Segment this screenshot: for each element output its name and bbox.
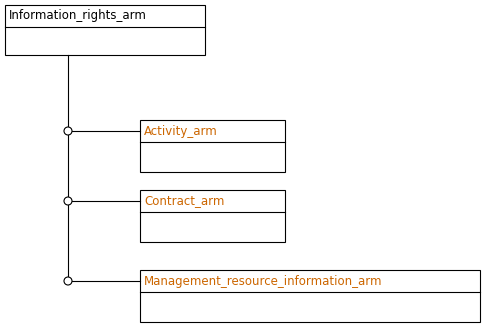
Text: Information_rights_arm: Information_rights_arm — [9, 10, 147, 22]
Bar — [5, 5, 205, 55]
Bar — [140, 120, 285, 172]
Circle shape — [64, 277, 72, 285]
Circle shape — [64, 127, 72, 135]
Bar — [140, 190, 285, 242]
Text: Activity_arm: Activity_arm — [144, 124, 218, 138]
Text: Management_resource_information_arm: Management_resource_information_arm — [144, 274, 382, 288]
Bar — [140, 270, 480, 322]
Circle shape — [64, 197, 72, 205]
Text: Contract_arm: Contract_arm — [144, 194, 225, 208]
